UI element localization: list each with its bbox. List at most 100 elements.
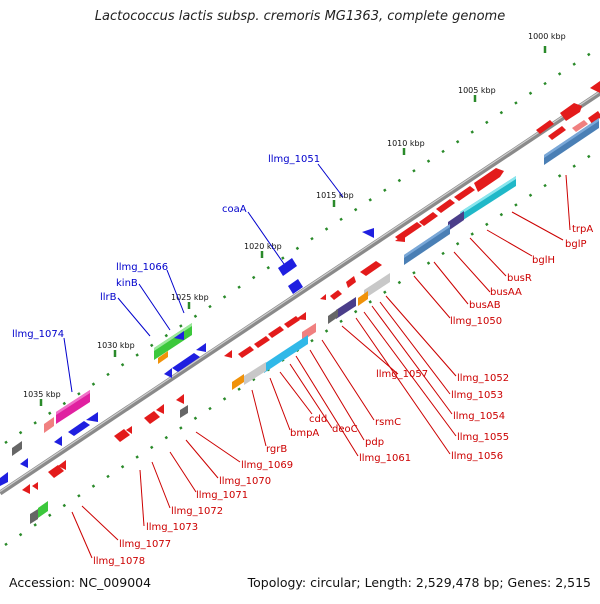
gene-label-llmg-1077[interactable]: llmg_1077	[119, 539, 171, 550]
gene-block[interactable]	[244, 362, 266, 385]
gene-arrow[interactable]	[172, 353, 200, 372]
gene-label-llmg-1074[interactable]: llmg_1074	[12, 329, 64, 340]
gene-block[interactable]	[30, 509, 38, 524]
gene-arrow[interactable]	[436, 199, 455, 213]
gene-label-coaA[interactable]: coaA	[222, 204, 247, 215]
connector-line	[169, 451, 197, 493]
gene-block[interactable]	[448, 211, 464, 231]
gene-label-llmg-1066[interactable]: llmg_1066	[116, 262, 168, 273]
gene-block[interactable]	[44, 417, 54, 433]
gene-arrow[interactable]	[346, 276, 356, 288]
connector-line	[486, 229, 533, 257]
gene-label-llmg-1070[interactable]: llmg_1070	[219, 476, 271, 487]
gene-block[interactable]	[336, 297, 356, 319]
gene-label-llmg-1072[interactable]: llmg_1072	[171, 506, 223, 517]
gene-arrow[interactable]	[590, 81, 600, 93]
gene-block[interactable]	[364, 273, 390, 299]
gene-arrow[interactable]	[224, 350, 232, 358]
gene-label-llmg-1061[interactable]: llmg_1061	[359, 453, 411, 464]
gene-arrow[interactable]	[238, 346, 254, 358]
connector-line	[371, 305, 453, 415]
gene-label-busAA[interactable]: busAA	[490, 287, 522, 298]
gene-label-llmg-1055[interactable]: llmg_1055	[457, 432, 509, 443]
gene-label-llrB[interactable]: llrB	[100, 292, 117, 303]
gene-block[interactable]	[282, 335, 308, 361]
gene-arrow[interactable]	[0, 472, 8, 486]
gene-label-llmg-1069[interactable]: llmg_1069	[241, 460, 293, 471]
gene-arrow[interactable]	[48, 465, 64, 478]
gene-arrow[interactable]	[330, 290, 342, 300]
gene-arrow[interactable]	[548, 126, 566, 140]
gene-label-llmg-1078[interactable]: llmg_1078	[93, 556, 145, 567]
gene-arrow[interactable]	[68, 421, 90, 436]
gene-block[interactable]	[180, 405, 188, 418]
gene-block[interactable]	[38, 501, 48, 518]
gene-label-bglH[interactable]: bglH	[532, 255, 555, 266]
gene-arrow[interactable]	[58, 460, 66, 470]
gene-label-llmg-1073[interactable]: llmg_1073	[146, 522, 198, 533]
gene-label-llmg-1052[interactable]: llmg_1052	[457, 373, 509, 384]
gene-arrow[interactable]	[536, 120, 554, 134]
gene-arrow[interactable]	[156, 404, 164, 414]
gene-block[interactable]	[158, 351, 168, 364]
gene-label-kinB[interactable]: kinB	[116, 278, 138, 289]
gene-arrow[interactable]	[174, 331, 184, 340]
gene-arrow[interactable]	[284, 316, 300, 328]
gene-arrow[interactable]	[86, 412, 98, 422]
gene-label-llmg-1053[interactable]: llmg_1053	[451, 390, 503, 401]
gene-label-bmpA[interactable]: bmpA	[290, 428, 319, 439]
gene-block[interactable]	[264, 352, 282, 373]
gene-label-pdp[interactable]: pdp	[365, 437, 384, 448]
connector-line	[251, 389, 267, 447]
gene-label-llmg-1056[interactable]: llmg_1056	[451, 451, 503, 462]
gene-label-llmg-1051[interactable]: llmg_1051	[268, 154, 320, 165]
gene-arrow[interactable]	[54, 436, 62, 446]
gene-arrow[interactable]	[588, 111, 600, 124]
gene-label-deoC[interactable]: deoC	[332, 424, 358, 435]
gene-label-trpA[interactable]: trpA	[572, 224, 593, 235]
gene-label-busAB[interactable]: busAB	[469, 300, 501, 311]
gene-label-cdd[interactable]: cdd	[309, 414, 327, 425]
gene-arrow[interactable]	[114, 429, 130, 442]
gene-arrow[interactable]	[22, 484, 30, 494]
gene-arrow[interactable]	[572, 120, 588, 132]
genome-backbone	[0, 90, 600, 496]
gene-label-llmg-1071[interactable]: llmg_1071	[196, 490, 248, 501]
connector-line	[317, 163, 344, 198]
gene-arrow[interactable]	[320, 294, 326, 300]
gene-arrow[interactable]	[419, 212, 438, 226]
gene-arrow[interactable]	[32, 482, 38, 490]
gene-arrow[interactable]	[144, 411, 160, 424]
gene-arrow[interactable]	[164, 368, 172, 378]
gene-arrow[interactable]	[362, 228, 374, 238]
gene-arrow[interactable]	[288, 279, 303, 294]
gene-block[interactable]	[358, 291, 368, 306]
gene-arrow[interactable]	[296, 312, 306, 320]
gene-arrow[interactable]	[474, 168, 504, 192]
gene-label-llmg-1050[interactable]: llmg_1050	[450, 316, 502, 327]
gene-label-bglP[interactable]: bglP	[565, 239, 587, 250]
gene-arrow[interactable]	[196, 343, 206, 352]
gene-arrow[interactable]	[254, 336, 270, 348]
gene-arrow[interactable]	[278, 258, 297, 276]
gene-block[interactable]	[302, 323, 316, 341]
gene-arrow[interactable]	[560, 103, 582, 121]
gene-arrow[interactable]	[454, 186, 475, 201]
gene-arrow[interactable]	[360, 261, 382, 276]
gene-label-llmg-1057[interactable]: llmg_1057	[376, 369, 428, 380]
gene-arrow[interactable]	[395, 222, 422, 241]
gene-arrow[interactable]	[176, 394, 184, 404]
gene-block[interactable]	[232, 374, 244, 390]
gene-block[interactable]	[328, 309, 338, 324]
gene-label-rgrB[interactable]: rgrB	[266, 444, 287, 455]
gene-block[interactable]	[12, 441, 22, 456]
gene-label-rsmC[interactable]: rsmC	[375, 417, 401, 428]
gene-arrow[interactable]	[395, 234, 405, 242]
gene-label-llmg-1054[interactable]: llmg_1054	[453, 411, 505, 422]
gene-arrow[interactable]	[268, 326, 284, 338]
gene-arrow[interactable]	[20, 458, 28, 468]
gene-label-busR[interactable]: busR	[507, 273, 532, 284]
gene-arrow[interactable]	[126, 426, 132, 434]
